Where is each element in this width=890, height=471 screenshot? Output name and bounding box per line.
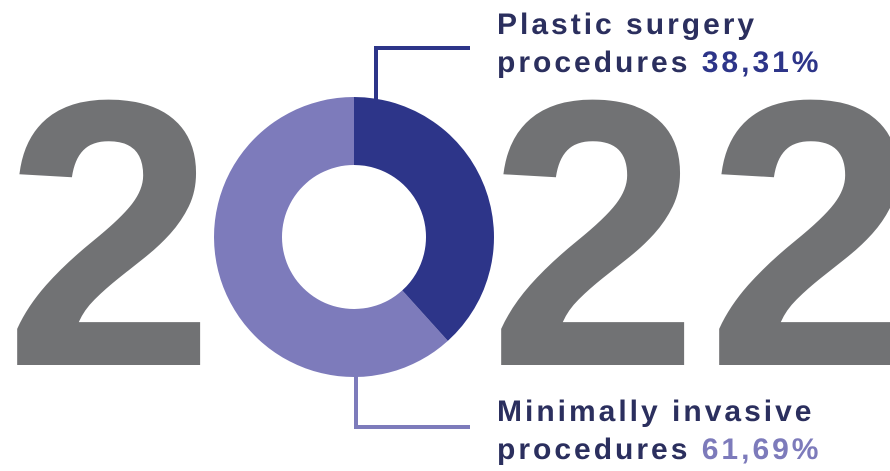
callout-plastic: Plastic surgery procedures 38,31% — [497, 6, 821, 82]
donut-slices — [213, 96, 494, 377]
minimal-label-line2: procedures — [497, 433, 691, 466]
minimal-label-line2-row: procedures 61,69% — [497, 431, 821, 469]
donut-slice-minimal — [213, 96, 448, 377]
minimal-label-line1: Minimally invasive — [497, 395, 815, 428]
year-digit-1: 2 — [4, 21, 215, 446]
plastic-label-line2: procedures — [497, 46, 691, 79]
plastic-label-line2-row: procedures 38,31% — [497, 44, 821, 82]
minimal-value: 61,69% — [701, 433, 822, 466]
leader-line-minimal — [354, 375, 470, 429]
leader-line-plastic — [374, 46, 470, 100]
year-digit-4: 2 — [706, 21, 890, 446]
plastic-value: 38,31% — [701, 46, 822, 79]
callout-minimal: Minimally invasive procedures 61,69% — [497, 393, 821, 469]
donut-slice-plastic — [354, 97, 494, 341]
plastic-label-line1: Plastic surgery — [497, 8, 758, 41]
year-digit-3: 2 — [488, 21, 699, 446]
